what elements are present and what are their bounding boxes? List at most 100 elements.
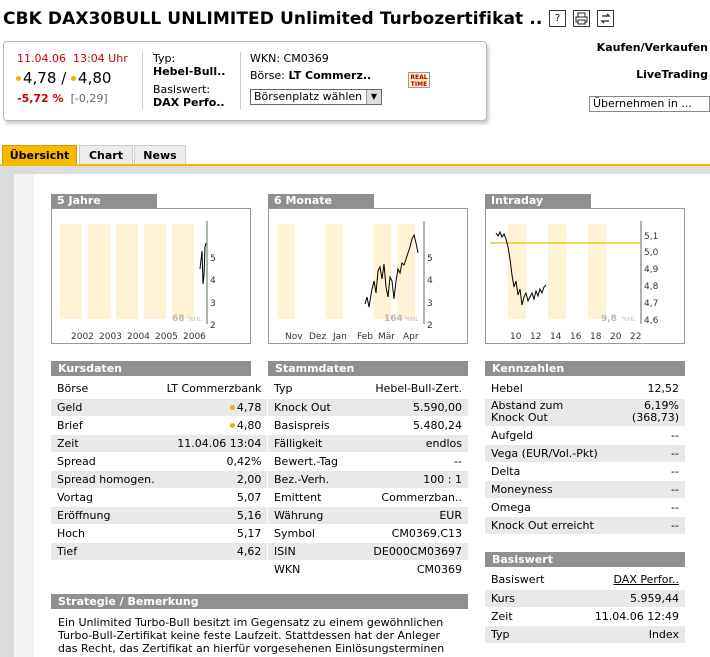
row-value-text: DE000CM03697 [373, 544, 462, 558]
chart-5-jahre[interactable]: 5 Jahre 5 4 3 2 68 %HL 2002 2003 2004 20… [51, 194, 251, 344]
table-row: Omega -- [485, 498, 685, 517]
table-row: Zeit 11.04.06 12:49 [485, 607, 685, 626]
livetrading-link[interactable]: LiveTrading [636, 68, 708, 81]
row-label: Kurs [485, 589, 566, 608]
row-value: 12,52 [618, 380, 685, 399]
row-label-text: Börse [57, 382, 89, 396]
row-value: DE000CM03697 [354, 542, 468, 561]
year-bands [60, 224, 194, 319]
row-label-text: Hebel [491, 382, 523, 396]
table-row: Abstand zum Knock Out 6,19% (368,73) [485, 398, 685, 427]
row-value: 11.04.06 12:49 [565, 607, 685, 626]
y-tick-label: 4 [210, 276, 216, 286]
row-value-text[interactable]: DAX Perfor.. [613, 573, 679, 587]
x-tick-label: 2002 [71, 332, 94, 342]
chart-6-monate[interactable]: 6 Monate 5 4 3 2 164 %HL Nov Dez Jan Feb… [268, 194, 468, 344]
table-row: Knock Out erreicht -- [485, 516, 685, 535]
row-label: Tief [51, 542, 161, 561]
tab-news[interactable]: News [134, 145, 186, 165]
boerse-value: LT Commerz.. [288, 69, 372, 82]
y-tick-label: 3 [210, 299, 216, 309]
row-value[interactable]: DAX Perfor.. [565, 571, 685, 590]
realtime-line1: REAL [410, 74, 428, 81]
chart-6-monate-svg: 5 4 3 2 164 %HL Nov Dez Jan Feb Mär Apr [277, 221, 433, 342]
row-value-text: 5.959,44 [630, 591, 679, 605]
table-row: WKN CM0369 [268, 560, 468, 579]
table-row: Währung EUR [268, 506, 468, 525]
print-icon[interactable] [573, 10, 590, 27]
strategie-section: Strategie / Bemerkung Ein Unlimited Turb… [51, 594, 468, 655]
row-label-text: Währung [274, 508, 324, 522]
row-label-text: Spread homogen. [57, 472, 155, 486]
realtime-badge[interactable]: REAL TIME [408, 72, 430, 88]
chart-intraday[interactable]: Intraday 5,1 5,0 4,9 4,8 4,7 4,6 9,8 %HL… [485, 194, 685, 344]
row-value-text: LT Commerzbank [166, 382, 262, 396]
x-tick-label: 10 [510, 332, 522, 342]
row-label: Abstand zum Knock Out [485, 398, 619, 427]
kennzahlen-section: Kennzahlen Hebel 12,52 Abstand zum Knock Ou… [485, 361, 685, 535]
table-row: Bewert.-Tag -- [268, 452, 468, 471]
stammdaten-table: Typ Hebel-Bull-Zert. Knock Out 5.590,00 Basi… [268, 380, 468, 579]
row-value-text: Index [648, 627, 679, 641]
tab-uebersicht[interactable]: Übersicht [2, 145, 77, 165]
row-label-text: Brief [57, 418, 83, 432]
help-icon[interactable]: ? [549, 10, 566, 27]
row-label-text: Bez.-Verh. [274, 472, 330, 486]
chart-watermark: 9,8 [601, 314, 617, 324]
row-value: 4,78 [160, 398, 268, 417]
row-label: Knock Out erreicht [485, 516, 619, 535]
row-label-text: Knock Out [491, 411, 548, 424]
row-label-text: Bewert.-Tag [274, 454, 338, 468]
tab-chart[interactable]: Chart [79, 145, 133, 165]
chevron-down-icon[interactable]: ▼ [366, 90, 381, 104]
x-tick-label: 20 [610, 332, 622, 342]
wkn-label: WKN: [250, 52, 281, 65]
table-row: Typ Index [485, 625, 685, 644]
row-value: 2,00 [160, 470, 268, 489]
change-percent: -5,72 % [17, 92, 64, 105]
row-label-text: Moneyness [491, 482, 553, 496]
row-label-text: ISIN [274, 544, 296, 558]
row-label: Geld [51, 398, 161, 417]
kursdaten-table: Börse LT Commerzbank Geld 4,78 Brief 4,80 Zeit… [51, 380, 268, 561]
basiswert-value[interactable]: DAX Perfo.. [153, 96, 225, 109]
section-title: Stammdaten [268, 361, 468, 376]
kursdaten-section: Kursdaten Börse LT Commerzbank Geld 4,78 Bri… [51, 361, 268, 561]
row-label: Emittent [268, 488, 355, 507]
y-tick-label: 4,7 [644, 299, 658, 309]
row-value: -- [618, 426, 685, 445]
refresh-icon[interactable] [597, 10, 614, 27]
row-value-text: 5,07 [236, 490, 262, 504]
row-value: 100 : 1 [354, 470, 468, 489]
x-tick-label: Dez [309, 332, 326, 342]
row-value-text: -- [671, 518, 679, 532]
row-label: Basiswert [485, 571, 566, 590]
row-value-text: 5.480,24 [413, 418, 462, 432]
row-label: Moneyness [485, 480, 619, 499]
row-value-text: -- [454, 454, 462, 468]
row-label: Bez.-Verh. [268, 470, 355, 489]
chart-line [199, 242, 207, 285]
y-tick-label: 4 [427, 276, 433, 286]
row-label-text: Zeit [491, 609, 513, 623]
y-tick-label: 2 [210, 321, 216, 331]
row-value: -- [618, 462, 685, 481]
change: -5,72 % [-0,29] [17, 92, 108, 105]
row-value: Commerzban.. [354, 488, 468, 507]
y-tick-label: 2 [427, 321, 433, 331]
row-value: 5.480,24 [354, 416, 468, 435]
row-value: EUR [354, 506, 468, 525]
table-row: Geld 4,78 [51, 398, 268, 417]
row-label-text: Zeit [57, 436, 79, 450]
y-tick-label: 4,8 [644, 282, 659, 292]
chart-watermark-suffix: %HL [188, 316, 202, 323]
strategie-line: Ein Unlimited Turbo-Bull besitzt im Gege… [58, 616, 444, 629]
boersenplatz-select[interactable]: Börsenplatz wählen ▼ [250, 89, 382, 105]
row-label-text: Knock Out erreicht [491, 518, 594, 532]
kaufen-verkaufen-link[interactable]: Kaufen/Verkaufen [596, 41, 708, 54]
uebernehmen-select[interactable]: Übernehmen in ... [589, 96, 710, 112]
x-tick-label: 18 [590, 332, 602, 342]
chart-title: Intraday [485, 194, 591, 208]
month-bands [277, 224, 415, 319]
table-row: Spread 0,42% [51, 452, 268, 471]
